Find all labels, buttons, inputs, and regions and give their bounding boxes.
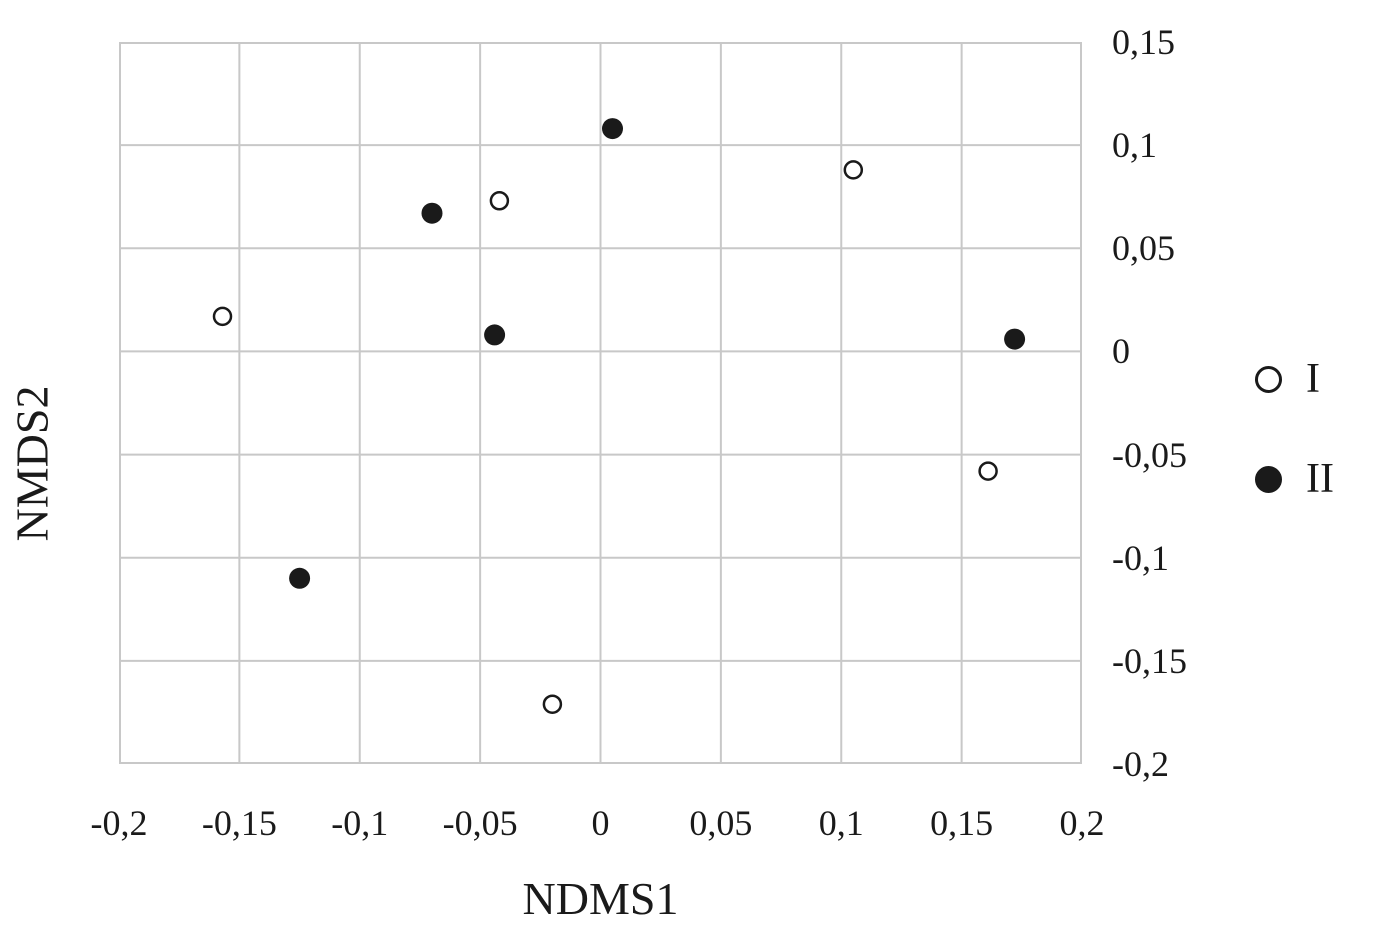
x-tick-label: 0,2 (1059, 803, 1105, 843)
x-tick-label: -0,15 (201, 803, 277, 843)
y-tick-label: 0 (1112, 331, 1130, 372)
data-point-series-II (289, 567, 311, 589)
plot-border (119, 42, 1082, 764)
data-point-series-I (212, 306, 233, 327)
y-tick-label: 0,05 (1112, 228, 1175, 269)
x-tick-label: -0,1 (331, 803, 389, 843)
y-tick-label: -0,05 (1112, 434, 1187, 475)
legend-entry-I: I (1255, 350, 1334, 408)
data-point-series-I (843, 160, 864, 180)
y-tick-label: -0,2 (1112, 744, 1169, 784)
legend-label: I (1306, 356, 1320, 402)
x-tick-label: 0,05 (689, 803, 753, 843)
x-tick-label: -0,05 (442, 803, 518, 843)
legend-label: II (1306, 456, 1334, 502)
data-point-series-II (1004, 328, 1026, 350)
legend-entry-II: II (1255, 450, 1334, 508)
y-tick-label: 0,1 (1112, 125, 1157, 166)
x-tick-label: 0,15 (930, 803, 994, 843)
legend: I II (1255, 350, 1334, 508)
data-point-series-II (602, 118, 623, 140)
y-tick-label: -0,15 (1112, 640, 1187, 681)
data-point-series-I (542, 694, 563, 714)
open-circle-icon (1255, 365, 1282, 393)
x-tick-label: 0 (591, 803, 610, 843)
data-point-series-I (489, 191, 510, 211)
x-tick-label: 0,1 (818, 803, 864, 843)
filled-circle-icon (1255, 465, 1282, 493)
y-tick-label: 0,15 (1112, 22, 1175, 62)
x-axis-title: NDMS1 (522, 873, 679, 924)
y-tick-label: -0,1 (1112, 537, 1169, 578)
data-point-series-II (484, 324, 506, 346)
data-point-series-II (421, 202, 443, 224)
x-tick-label: -0,2 (90, 803, 148, 843)
plot-area (119, 42, 1082, 764)
data-point-series-I (978, 461, 998, 481)
y-axis-title: NMDS2 (6, 385, 58, 542)
